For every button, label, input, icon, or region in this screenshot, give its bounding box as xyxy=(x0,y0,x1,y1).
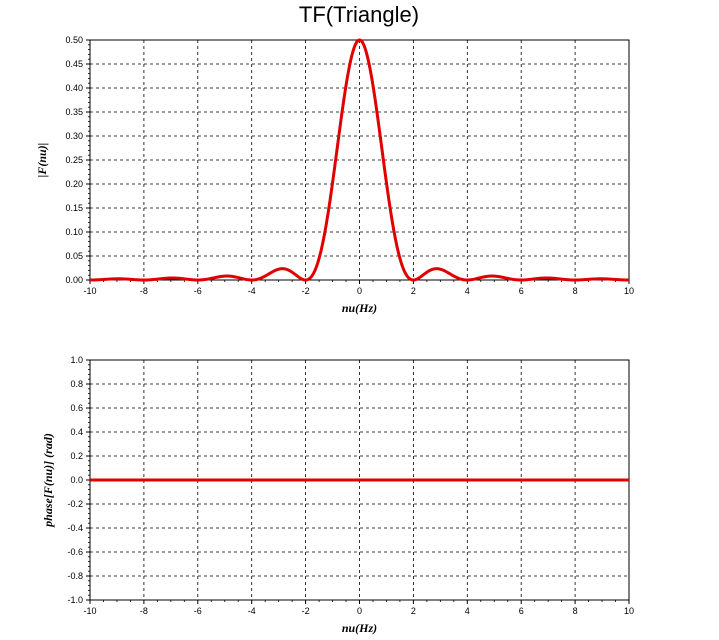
x-tick-label: 8 xyxy=(573,606,578,616)
x-tick-label: -2 xyxy=(302,286,310,296)
x-tick-label: -4 xyxy=(248,606,256,616)
x-tick-label: -10 xyxy=(83,286,96,296)
y-axis-label: phase[F(nu)] (rad) xyxy=(41,433,55,528)
x-tick-label: -10 xyxy=(83,606,96,616)
x-tick-label: -6 xyxy=(194,286,202,296)
y-tick-label: 0.40 xyxy=(65,83,83,93)
x-tick-label: 6 xyxy=(519,606,524,616)
x-tick-label: -2 xyxy=(302,606,310,616)
y-tick-label: 0.15 xyxy=(65,203,83,213)
phase-panel: -10 -8 -6 -4 -2 0 2 4 6 8 10 -1.0 -0.8 -0.6 -0.4 -0.2 0.… xyxy=(41,355,634,635)
y-tick-label: 0.35 xyxy=(65,107,83,117)
y-tick-label: 0.0 xyxy=(70,475,83,485)
y-tick-label: 0.10 xyxy=(65,227,83,237)
x-tick-label: 10 xyxy=(624,606,634,616)
y-tick-label: -0.4 xyxy=(67,523,83,533)
x-tick-label: 4 xyxy=(465,606,470,616)
y-tick-label: 0.2 xyxy=(70,451,83,461)
y-tick-label: 1.0 xyxy=(70,355,83,365)
x-tick-label: 10 xyxy=(624,286,634,296)
x-tick-label: -8 xyxy=(140,286,148,296)
y-tick-label: 0.00 xyxy=(65,275,83,285)
x-axis-label: nu(Hz) xyxy=(342,621,377,635)
chart-title: TF(Triangle) xyxy=(299,2,419,27)
y-tick-label: 0.20 xyxy=(65,179,83,189)
y-tick-label: -0.2 xyxy=(67,499,83,509)
y-tick-label: 0.05 xyxy=(65,251,83,261)
x-tick-label: -8 xyxy=(140,606,148,616)
x-tick-label: -4 xyxy=(248,286,256,296)
x-axis-label: nu(Hz) xyxy=(342,301,377,315)
x-tick-label: -6 xyxy=(194,606,202,616)
x-tick-label: 8 xyxy=(573,286,578,296)
x-tick-label: 0 xyxy=(357,606,362,616)
y-tick-label: -0.6 xyxy=(67,547,83,557)
y-axis-label: |F(nu)| xyxy=(35,143,49,178)
magnitude-panel: -10 -8 -6 -4 -2 0 2 4 6 8 10 0.00 0.05 0.10 0.15 0.20 0.… xyxy=(35,35,634,315)
y-tick-label: 0.50 xyxy=(65,35,83,45)
magnitude-series-line xyxy=(89,38,630,282)
y-tick-label: -1.0 xyxy=(67,595,83,605)
y-tick-label: 0.6 xyxy=(70,403,83,413)
y-tick-label: 0.45 xyxy=(65,59,83,69)
y-tick-label: -0.8 xyxy=(67,571,83,581)
y-tick-label: 0.4 xyxy=(70,427,83,437)
y-tick-label: 0.25 xyxy=(65,155,83,165)
x-tick-label: 6 xyxy=(519,286,524,296)
y-tick-label: 0.30 xyxy=(65,131,83,141)
x-tick-label: 4 xyxy=(465,286,470,296)
x-tick-label: 2 xyxy=(411,606,416,616)
y-tick-label: 0.8 xyxy=(70,379,83,389)
x-tick-label: 2 xyxy=(411,286,416,296)
x-tick-label: 0 xyxy=(357,286,362,296)
